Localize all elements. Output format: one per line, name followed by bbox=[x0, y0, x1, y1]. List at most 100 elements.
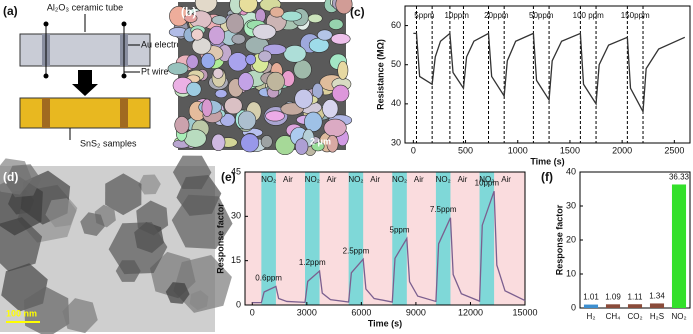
x-tick-label: CH₄ bbox=[606, 312, 621, 321]
sem-flake bbox=[211, 133, 226, 152]
band-label: Air bbox=[283, 175, 293, 184]
electrode bbox=[120, 98, 128, 128]
value-label: 1.11 bbox=[628, 292, 644, 301]
y-tick-label: 15 bbox=[231, 255, 241, 265]
band-label: NO₂ bbox=[392, 175, 407, 184]
sem-flake bbox=[183, 129, 207, 148]
band-label: Air bbox=[458, 175, 468, 184]
y-axis-label: Resistance (MΩ) bbox=[375, 39, 385, 110]
sem-flake bbox=[245, 53, 257, 65]
sem-flake bbox=[200, 53, 216, 69]
sem-flake bbox=[186, 81, 202, 97]
y-axis-label: Response factor bbox=[215, 203, 225, 274]
x-axis-label: Time (s) bbox=[530, 156, 564, 166]
tem-hexagon bbox=[108, 222, 168, 275]
cycle-label: 20ppm bbox=[484, 11, 509, 20]
bar bbox=[649, 303, 665, 308]
sem-flake bbox=[208, 25, 225, 46]
tem-hexagon bbox=[105, 173, 142, 216]
scale-label: 2 μm bbox=[310, 136, 331, 146]
diagram-label: Pt wire bbox=[141, 66, 169, 76]
value-label: 1.09 bbox=[605, 292, 621, 301]
y-tick-label: 30 bbox=[231, 211, 241, 221]
tem-hexagon bbox=[138, 174, 161, 195]
sem-flake bbox=[266, 71, 285, 92]
band-label: Air bbox=[501, 175, 511, 184]
x-tick-label: 1000 bbox=[508, 145, 528, 155]
cycle-label: 150ppm bbox=[621, 11, 650, 20]
sem-image bbox=[167, 0, 353, 156]
sem-flake bbox=[260, 135, 273, 148]
x-axis-label: Time (s) bbox=[368, 318, 402, 328]
diagram-label: Au electrode bbox=[141, 39, 192, 49]
x-tick-label: 500 bbox=[458, 145, 473, 155]
arrow bbox=[72, 70, 98, 96]
y-tick-label: 40 bbox=[566, 166, 576, 176]
sem-flake bbox=[258, 50, 272, 63]
plot-frame bbox=[244, 171, 526, 306]
cycle-label: 100 ppm bbox=[573, 11, 604, 20]
pin bbox=[121, 73, 127, 79]
band-label: Air bbox=[327, 175, 337, 184]
y-tick-label: 60 bbox=[391, 20, 401, 30]
y-tick-label: 0 bbox=[571, 302, 576, 312]
bar bbox=[627, 304, 643, 308]
band-label: NO₂ bbox=[479, 175, 494, 184]
sem-flake bbox=[224, 97, 243, 115]
peak-label: 10ppm bbox=[475, 178, 500, 187]
bar bbox=[583, 304, 599, 308]
bar bbox=[671, 184, 687, 308]
gas-band bbox=[435, 172, 451, 305]
y-tick-label: 50 bbox=[391, 59, 401, 69]
pin bbox=[43, 73, 49, 79]
x-tick-label: 3000 bbox=[297, 307, 317, 317]
peak-label: 2.5ppm bbox=[343, 246, 370, 255]
x-tick-label: 1500 bbox=[560, 145, 580, 155]
tem-hexagon bbox=[45, 198, 77, 228]
y-tick-label: 10 bbox=[566, 268, 576, 278]
pin bbox=[121, 21, 127, 27]
peak-label: 5ppm bbox=[390, 226, 410, 235]
x-tick-label: NO₂ bbox=[671, 312, 686, 321]
diagram-label: SnS₂ samples bbox=[80, 138, 137, 148]
value-label: 36.33 bbox=[669, 173, 690, 182]
x-tick-label: H₂ bbox=[587, 312, 596, 321]
tem-image bbox=[0, 155, 233, 334]
sem-flake bbox=[191, 28, 204, 41]
panel-label: (f) bbox=[541, 170, 553, 184]
x-tick-label: H₂S bbox=[650, 312, 664, 321]
panel-a: Al₂O₃ ceramic tube Au electrode Pt wire … bbox=[19, 2, 192, 148]
sem-flake bbox=[275, 135, 296, 156]
sem-flake bbox=[214, 89, 228, 99]
sem-flake bbox=[252, 23, 277, 40]
tem-hexagon bbox=[80, 212, 105, 236]
x-tick-label: 12000 bbox=[458, 307, 483, 317]
sem-flake bbox=[201, 98, 213, 117]
panel-label: (e) bbox=[221, 170, 236, 184]
sem-flake bbox=[304, 111, 323, 132]
scale-label: 100 nm bbox=[6, 308, 37, 318]
sem-flake bbox=[281, 10, 303, 22]
panel-label: (a) bbox=[3, 4, 18, 18]
sem-flake bbox=[328, 18, 344, 30]
sem-flake bbox=[238, 0, 258, 13]
tem-hexagon bbox=[189, 290, 209, 311]
gas-band bbox=[479, 172, 495, 305]
peak-label: 0.6ppm bbox=[255, 273, 282, 282]
y-axis-label: Response factor bbox=[554, 204, 564, 275]
band-label: NO₂ bbox=[436, 175, 451, 184]
sem-flake bbox=[323, 118, 347, 138]
sem-flake bbox=[335, 0, 353, 15]
diagram-label: Al₂O₃ ceramic tube bbox=[47, 2, 123, 12]
ceramic-tube bbox=[19, 33, 151, 67]
tem-hexagon bbox=[165, 282, 190, 304]
gas-band bbox=[392, 172, 407, 305]
band-label: Air bbox=[370, 175, 380, 184]
value-label: 1.01 bbox=[583, 293, 599, 302]
panel-label: (b) bbox=[181, 5, 196, 19]
sem-flake bbox=[237, 110, 257, 130]
cycle-label: 10ppm bbox=[444, 11, 469, 20]
sem-flake bbox=[331, 84, 350, 103]
sem-flake bbox=[322, 99, 339, 119]
